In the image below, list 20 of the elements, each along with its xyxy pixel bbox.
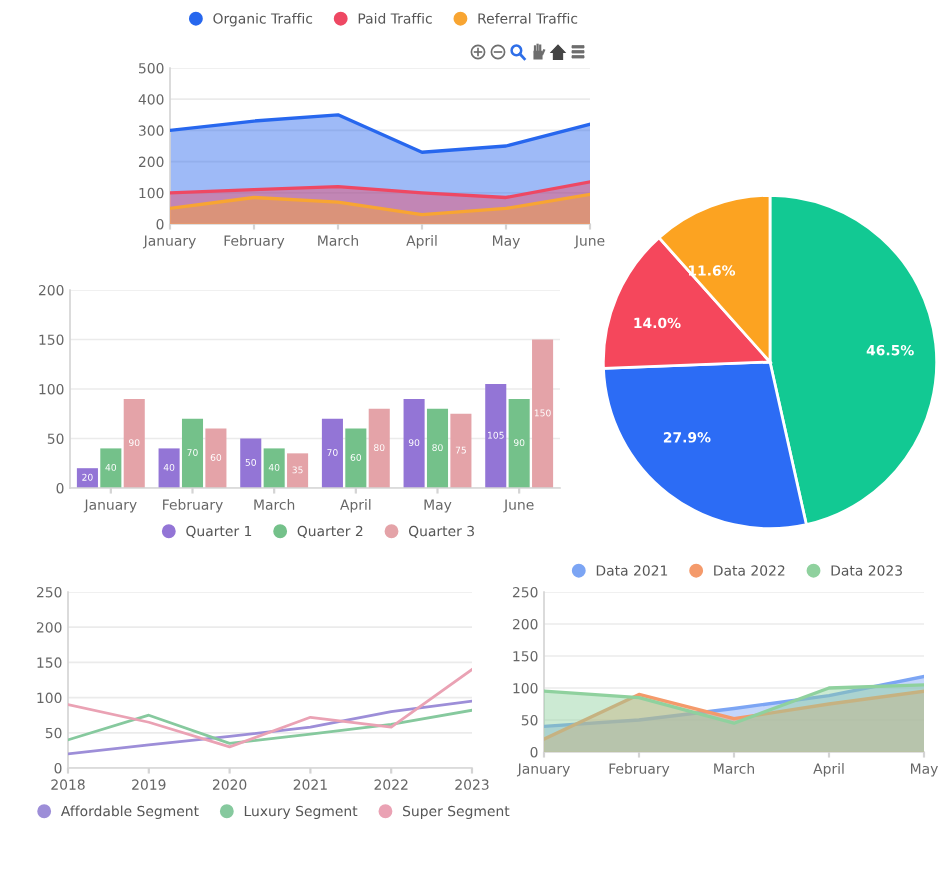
bar [240, 438, 262, 488]
bar [287, 453, 309, 488]
bar [368, 408, 390, 488]
bar [181, 418, 204, 488]
bar [532, 339, 554, 488]
line-series [68, 668, 472, 749]
bar [403, 398, 425, 488]
line-series [68, 708, 472, 745]
bar [345, 428, 367, 488]
bar [508, 398, 530, 488]
bar [263, 448, 285, 488]
bar [450, 413, 472, 488]
bar [485, 384, 507, 488]
bar [205, 428, 227, 488]
bar [426, 408, 449, 488]
bar [100, 448, 122, 488]
bar [321, 418, 343, 488]
bar [123, 398, 145, 488]
bar [158, 448, 180, 488]
line-series [68, 699, 472, 756]
